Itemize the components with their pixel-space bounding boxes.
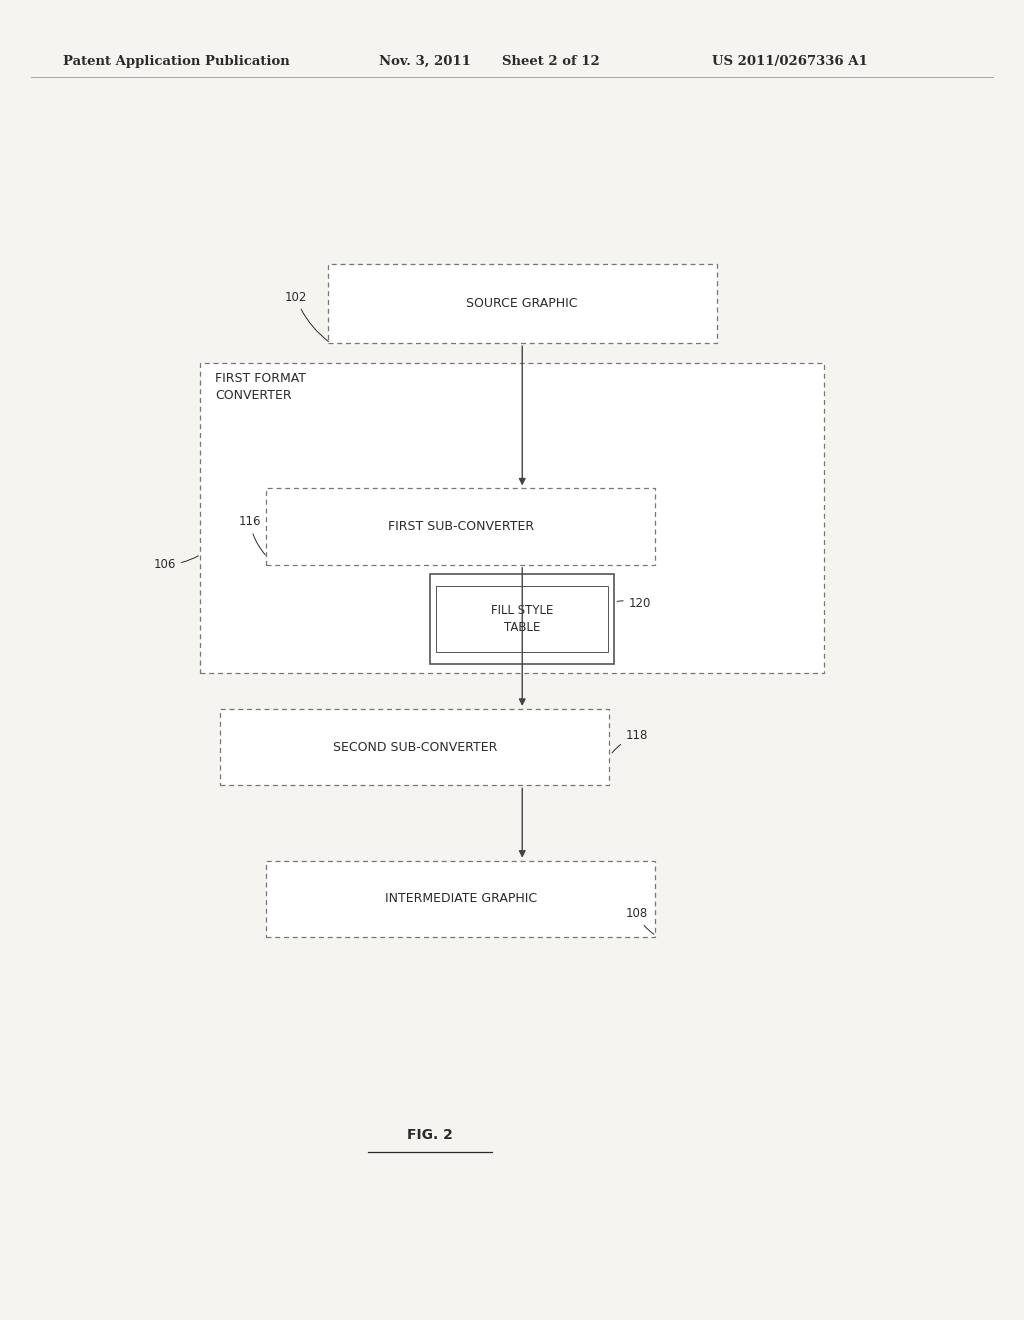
Bar xyxy=(220,709,609,785)
Text: 116: 116 xyxy=(239,515,265,554)
Bar xyxy=(430,574,614,664)
Text: FIG. 2: FIG. 2 xyxy=(408,1129,453,1142)
Text: 120: 120 xyxy=(617,597,651,610)
Text: INTERMEDIATE GRAPHIC: INTERMEDIATE GRAPHIC xyxy=(385,892,537,906)
Text: 106: 106 xyxy=(154,556,199,570)
Text: 102: 102 xyxy=(285,290,329,342)
Bar xyxy=(266,861,655,937)
Text: FIRST SUB-CONVERTER: FIRST SUB-CONVERTER xyxy=(388,520,534,533)
Text: Sheet 2 of 12: Sheet 2 of 12 xyxy=(502,55,599,67)
Text: SOURCE GRAPHIC: SOURCE GRAPHIC xyxy=(467,297,578,310)
Text: SECOND SUB-CONVERTER: SECOND SUB-CONVERTER xyxy=(333,741,497,754)
Text: Patent Application Publication: Patent Application Publication xyxy=(63,55,290,67)
Text: US 2011/0267336 A1: US 2011/0267336 A1 xyxy=(712,55,867,67)
Text: FIRST FORMAT
CONVERTER: FIRST FORMAT CONVERTER xyxy=(215,372,306,403)
Text: 108: 108 xyxy=(626,907,654,935)
Bar xyxy=(436,586,608,652)
Bar xyxy=(266,488,655,565)
Text: Nov. 3, 2011: Nov. 3, 2011 xyxy=(379,55,471,67)
Bar xyxy=(200,363,824,673)
Text: FILL STYLE
TABLE: FILL STYLE TABLE xyxy=(492,605,553,634)
Bar xyxy=(328,264,717,343)
Text: 118: 118 xyxy=(612,729,648,752)
